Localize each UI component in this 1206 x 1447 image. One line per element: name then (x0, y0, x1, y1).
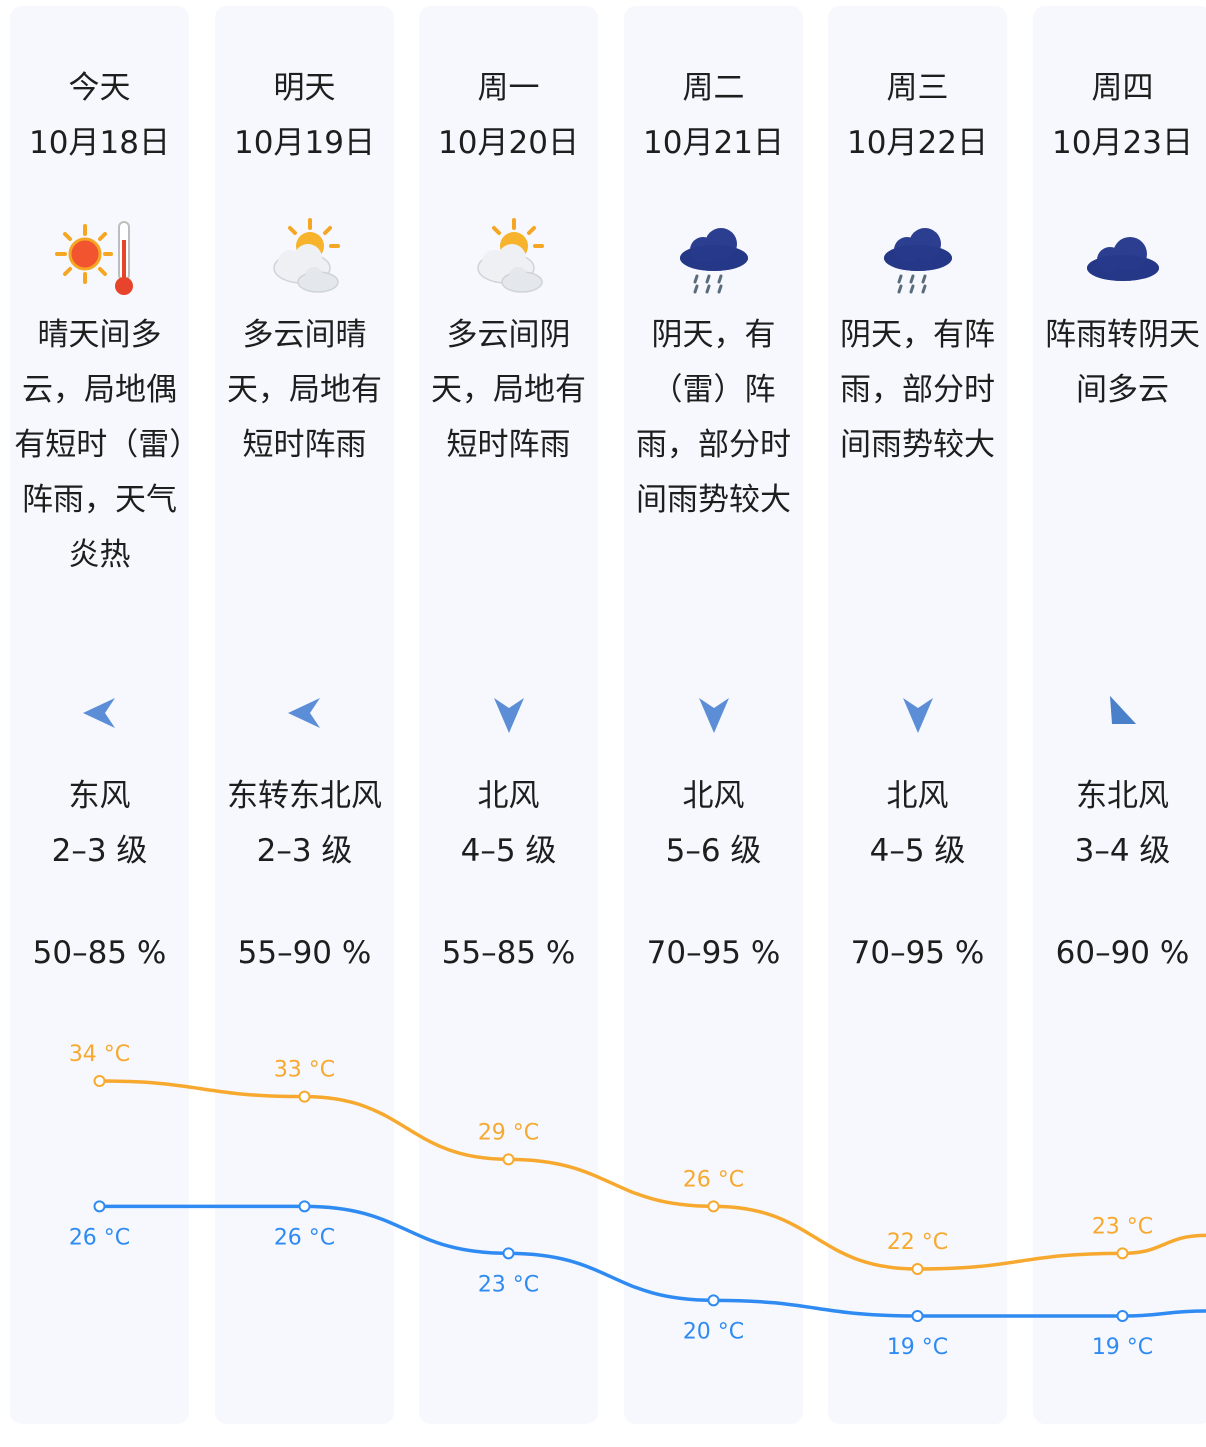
date-label: 10月19日 (234, 125, 375, 161)
wind-arrow-down-icon (893, 688, 943, 738)
wind-level: 3–4 级 (1074, 833, 1171, 869)
day-label: 周一 (477, 70, 540, 106)
weather-description: 阴天，有阵雨，部分时间雨势较大 (840, 317, 995, 463)
wind-direction: 东风 (68, 778, 131, 814)
weather-description: 晴天间多云，局地偶有短时（雷）阵雨，天气炎热 (14, 317, 185, 573)
humidity-range: 70–95 % (646, 935, 781, 971)
humidity-range: 55–85 % (441, 935, 576, 971)
humidity-range: 70–95 % (850, 935, 985, 971)
forecast-day-card: 今天 10月18日晴天间多云，局地偶有短时（雷）阵雨，天气炎热东风 2–3 级 50–… (10, 6, 189, 1424)
day-label: 周二 (682, 70, 745, 106)
wind-arrow-up-right-icon (1098, 688, 1148, 738)
wind-level: 2–3 级 (51, 833, 148, 869)
humidity-range: 60–90 % (1055, 935, 1190, 971)
rain-icon (669, 214, 759, 304)
humidity-range: 55–90 % (237, 935, 372, 971)
partly-cloudy-icon (260, 214, 350, 304)
day-label: 周四 (1091, 70, 1154, 106)
day-label: 明天 (273, 70, 336, 106)
weather-description: 阵雨转阴天间多云 (1045, 317, 1200, 408)
day-label: 周三 (886, 70, 949, 106)
wind-level: 4–5 级 (869, 833, 966, 869)
forecast-day-card: 周一 10月20日多云间阴天，局地有短时阵雨北风 4–5 级 55–85 % (419, 6, 598, 1424)
forecast-day-card: 明天 10月19日多云间晴天，局地有短时阵雨东转东北风 2–3 级 55–90 % (215, 6, 394, 1424)
wind-arrow-left-icon (75, 688, 125, 738)
date-label: 10月21日 (643, 125, 784, 161)
forecast-day-card: 周三 10月22日阴天，有阵雨，部分时间雨势较大北风 4–5 级 70–95 % (828, 6, 1007, 1424)
date-label: 10月20日 (438, 125, 579, 161)
wind-level: 5–6 级 (665, 833, 762, 869)
wind-direction: 北风 (886, 778, 949, 814)
weather-description: 阴天，有（雷）阵雨，部分时间雨势较大 (636, 317, 791, 518)
weather-description: 多云间阴天，局地有短时阵雨 (431, 317, 586, 463)
wind-direction: 东北风 (1076, 778, 1169, 814)
humidity-range: 50–85 % (32, 935, 167, 971)
wind-level: 4–5 级 (460, 833, 557, 869)
sunny-hot-icon (54, 214, 145, 304)
date-label: 10月18日 (29, 125, 170, 161)
forecast-day-card: 周四 10月23日阵雨转阴天间多云东北风 3–4 级 60–90 % (1033, 6, 1206, 1424)
wind-direction: 东转东北风 (227, 778, 382, 814)
weather-description: 多云间晴天，局地有短时阵雨 (227, 317, 382, 463)
date-label: 10月23日 (1052, 125, 1193, 161)
wind-arrow-down-icon (484, 688, 534, 738)
overcast-icon (1078, 214, 1168, 304)
forecast-day-card: 周二 10月21日阴天，有（雷）阵雨，部分时间雨势较大北风 5–6 级 70–95 % (624, 6, 803, 1424)
partly-cloudy-icon (464, 214, 554, 304)
wind-direction: 北风 (682, 778, 745, 814)
rain-icon (873, 214, 963, 304)
wind-arrow-left-icon (280, 688, 330, 738)
wind-level: 2–3 级 (256, 833, 353, 869)
wind-arrow-down-icon (689, 688, 739, 738)
date-label: 10月22日 (847, 125, 988, 161)
day-label: 今天 (68, 70, 131, 106)
wind-direction: 北风 (477, 778, 540, 814)
